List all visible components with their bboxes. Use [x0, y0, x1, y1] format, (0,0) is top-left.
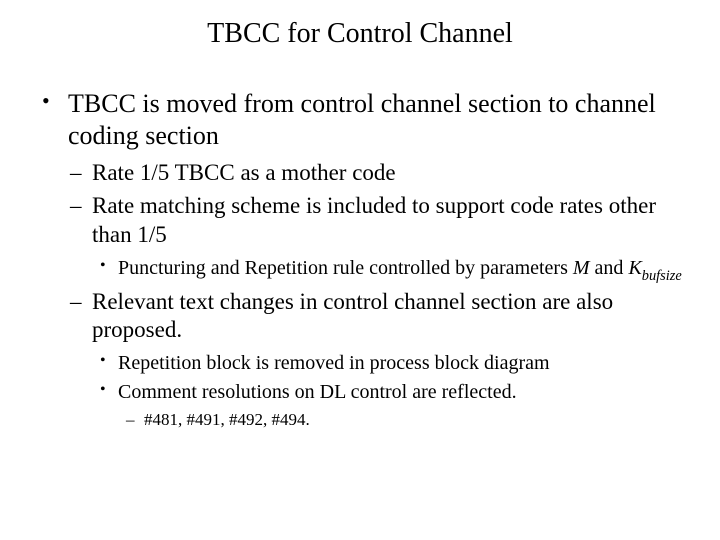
bullet-l3-text: Repetition block is removed in process b…: [118, 352, 550, 374]
bullet-list-level1: TBCC is moved from control channel secti…: [30, 88, 690, 431]
param-k: K: [628, 257, 641, 279]
bullet-list-level3: Puncturing and Repetition rule controlle…: [92, 256, 690, 284]
bullet-l3-item: Puncturing and Repetition rule controlle…: [92, 256, 690, 284]
bullet-l2-text: Rate 1/5 TBCC as a mother code: [92, 160, 396, 185]
bullet-l1-text: TBCC is moved from control channel secti…: [68, 89, 656, 150]
bullet-list-level2: Rate 1/5 TBCC as a mother code Rate matc…: [68, 159, 690, 431]
bullet-l1-item: TBCC is moved from control channel secti…: [30, 88, 690, 431]
bullet-list-level3: Repetition block is removed in process b…: [92, 351, 690, 431]
bullet-l3-item: Repetition block is removed in process b…: [92, 351, 690, 376]
param-k-subscript: bufsize: [642, 268, 682, 284]
bullet-l3-text: Puncturing and Repetition rule controlle…: [118, 257, 573, 279]
bullet-l2-item: Rate matching scheme is included to supp…: [68, 192, 690, 284]
bullet-l3-text: Comment resolutions on DL control are re…: [118, 381, 517, 403]
bullet-l2-item: Rate 1/5 TBCC as a mother code: [68, 159, 690, 188]
param-m: M: [573, 257, 590, 279]
bullet-l4-item: #481, #491, #492, #494.: [118, 409, 690, 431]
bullet-l3-text-and: and: [590, 257, 629, 279]
bullet-l2-text: Relevant text changes in control channel…: [92, 289, 613, 343]
bullet-l4-text: #481, #491, #492, #494.: [144, 410, 310, 429]
slide-title: TBCC for Control Channel: [30, 18, 690, 50]
slide: TBCC for Control Channel TBCC is moved f…: [0, 0, 720, 457]
bullet-l3-item: Comment resolutions on DL control are re…: [92, 380, 690, 431]
bullet-l2-item: Relevant text changes in control channel…: [68, 288, 690, 432]
bullet-l2-text: Rate matching scheme is included to supp…: [92, 193, 656, 247]
bullet-list-level4: #481, #491, #492, #494.: [118, 409, 690, 431]
